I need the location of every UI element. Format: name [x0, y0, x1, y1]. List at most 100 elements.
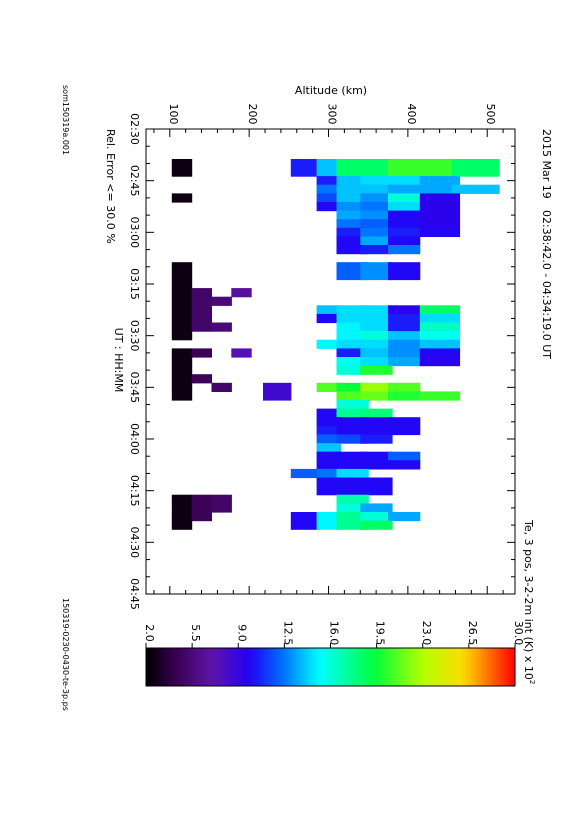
x-tick-label: 02:30: [128, 113, 141, 145]
heatmap-cell: [388, 210, 421, 220]
x-tick-label: 03:00: [128, 216, 141, 248]
heatmap-cell: [360, 451, 393, 461]
heatmap-cell: [419, 348, 461, 358]
heatmap-cell: [451, 167, 500, 177]
y-tick-label: 300: [326, 104, 339, 125]
heatmap-cell: [316, 184, 341, 194]
heatmap-cell: [211, 322, 232, 332]
colorbar-tick-label: 23.0: [420, 621, 433, 646]
heatmap-cell: [360, 339, 393, 349]
x-tick-label: 03:45: [128, 371, 141, 403]
heatmap-cell: [388, 331, 421, 341]
colorbar-tick-label: 9.0: [235, 624, 248, 642]
heatmap-cell: [360, 503, 393, 513]
heatmap-cell: [316, 512, 341, 522]
heatmap-cell: [336, 322, 369, 332]
plot-frame: [145, 128, 516, 595]
heatmap-cell: [336, 236, 369, 246]
heatmap-cell: [316, 425, 341, 436]
heatmap-cell: [316, 417, 341, 427]
heatmap-cell: [316, 193, 341, 203]
heatmap-cell: [419, 193, 461, 203]
heatmap-cell: [388, 322, 421, 332]
heatmap-cell: [171, 305, 193, 315]
heatmap-cell: [316, 468, 341, 479]
heatmap-cell: [360, 245, 393, 255]
heatmap-cell: [336, 167, 369, 177]
heatmap-cell: [336, 486, 369, 496]
colorbar: [145, 647, 516, 687]
x-axis-title: UT : HH:MM: [112, 328, 125, 393]
heatmap-cell: [360, 408, 393, 418]
heatmap-cell: [316, 486, 341, 496]
header-time-range: 02:38:42.0 - 04:34:19.0 UT: [540, 210, 553, 359]
heatmap-cell: [316, 313, 341, 324]
heatmap-cell: [360, 202, 393, 212]
heatmap-cell: [171, 357, 193, 367]
heatmap-cell: [336, 193, 369, 203]
heatmap-cell: [316, 305, 341, 315]
heatmap-cell: [419, 184, 461, 194]
heatmap-cell: [290, 167, 320, 177]
heatmap-cell: [388, 219, 421, 229]
x-tick-label: 03:15: [128, 268, 141, 300]
heatmap-cell: [388, 159, 421, 169]
header: 2015 Mar 19 02:38:42.0 - 04:34:19.0 UT T…: [522, 129, 553, 684]
heatmap-cell: [388, 460, 421, 470]
heatmap-cell: [211, 382, 232, 392]
heatmap-cell: [191, 313, 212, 324]
x-tick-label: 03:30: [128, 320, 141, 352]
heatmap-cell: [211, 494, 232, 504]
heatmap-cell: [388, 357, 421, 367]
heatmap-cell: [316, 339, 341, 349]
heatmap-cell: [388, 425, 421, 436]
heatmap-cell: [360, 184, 393, 194]
colorbar-tick-label: 19.5: [374, 621, 387, 646]
heatmap-cell: [336, 425, 369, 436]
heatmap-cell: [360, 193, 393, 203]
heatmap-cell: [290, 159, 320, 169]
heatmap-cell: [316, 477, 341, 487]
heatmap-cell: [388, 176, 421, 186]
heatmap-cell: [336, 357, 369, 367]
heatmap-cell: [360, 159, 393, 169]
heatmap-cell: [336, 434, 369, 444]
heatmap-cell: [316, 443, 341, 453]
heatmap-cell: [316, 382, 341, 392]
heatmap-cell: [419, 227, 461, 237]
heatmap-cell: [360, 227, 393, 237]
heatmap-cell: [290, 520, 320, 530]
heatmap-cell: [171, 503, 193, 513]
heatmap-cell: [360, 486, 393, 496]
x-tick-label: 04:45: [128, 578, 141, 610]
heatmap-cell: [336, 176, 369, 186]
heatmap-cell: [336, 382, 369, 392]
colorbar-tick-label: 12.5: [281, 621, 294, 646]
heatmap-cell: [191, 305, 212, 315]
heatmap-cell: [191, 288, 212, 298]
heatmap-cell: [360, 167, 393, 177]
colorbar-tick-label: 30.0: [512, 621, 525, 646]
heatmap-cell: [191, 494, 212, 504]
y-axis-title: Altitude (km): [295, 84, 367, 97]
heatmap-cell: [336, 245, 369, 255]
rel-error-note: Rel. Error <= 30.0 %: [104, 129, 117, 244]
heatmap-cell: [388, 451, 421, 461]
heatmap-cell: [171, 391, 193, 401]
heatmap-cell: [336, 227, 369, 237]
heatmap-cell: [171, 494, 193, 504]
heatmap-cell: [336, 305, 369, 315]
y-tick-label: 500: [484, 104, 497, 125]
heatmap-cell: [419, 176, 461, 186]
heatmap-cell: [388, 348, 421, 358]
x-tick-label: 02:45: [128, 165, 141, 197]
heatmap-cell: [388, 184, 421, 194]
heatmap-cell: [360, 434, 393, 444]
heatmap-cell: [171, 262, 193, 272]
heatmap-cell: [360, 219, 393, 229]
heatmap-cell: [388, 236, 421, 246]
heatmap-cell: [419, 322, 461, 332]
heatmap-cell: [263, 382, 292, 392]
heatmap-cell: [191, 322, 212, 332]
